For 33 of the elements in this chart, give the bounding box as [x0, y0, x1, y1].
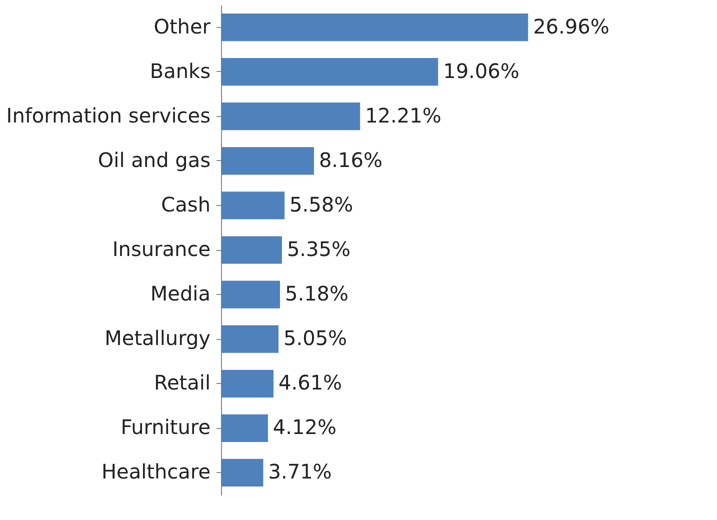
data-label: 5.18% — [285, 282, 349, 306]
data-label: 19.06% — [443, 58, 520, 83]
y-tick-label: Banks — [150, 58, 210, 83]
data-label: 12.21% — [365, 103, 442, 128]
y-tick-label: Information services — [6, 103, 210, 128]
data-label: 5.35% — [286, 237, 350, 261]
bar — [221, 147, 314, 175]
data-label: 26.96% — [533, 14, 610, 38]
bar — [221, 13, 528, 42]
y-tick-label: Retail — [154, 370, 210, 395]
y-tick-label: Furniture — [120, 415, 210, 440]
y-tick-label: Metallurgy — [104, 326, 211, 350]
data-label: 4.12% — [272, 415, 336, 440]
bar — [221, 325, 279, 353]
y-tick-label: Cash — [161, 192, 210, 216]
y-tick-label: Media — [150, 282, 210, 306]
y-tick-label: Insurance — [112, 237, 210, 261]
bar — [221, 280, 280, 308]
bar — [221, 102, 360, 130]
data-label: 5.05% — [284, 326, 348, 350]
data-label: 4.61% — [278, 370, 342, 395]
data-label: 5.58% — [290, 192, 354, 216]
y-tick-label: Healthcare — [101, 460, 210, 484]
bar — [221, 458, 264, 487]
bar — [221, 192, 285, 220]
bar — [221, 236, 282, 264]
y-tick-label: Other — [154, 14, 212, 38]
data-label: 3.71% — [268, 460, 332, 484]
data-label: 8.16% — [318, 148, 382, 172]
bar — [221, 370, 274, 398]
bar — [221, 58, 438, 86]
bar — [221, 414, 268, 442]
y-tick-label: Oil and gas — [98, 148, 210, 172]
